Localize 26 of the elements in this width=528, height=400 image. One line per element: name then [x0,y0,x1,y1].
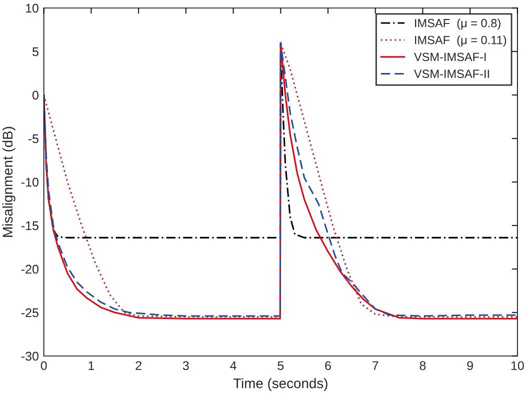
x-tick-label: 8 [420,361,426,370]
x-tick-label: 0 [40,361,47,370]
x-tick-label: 9 [467,361,473,370]
x-tick-label: 4 [230,361,236,370]
x-tick-label: 2 [136,361,142,370]
y-tick-label: -30 [21,352,38,361]
x-tick-label: 7 [372,361,378,370]
y-tick-label: -5 [28,134,38,144]
x-tick-label: 3 [182,361,189,370]
x-tick-label: 10 [511,361,524,370]
y-tick-label: 10 [26,4,38,13]
legend-label: VSM-IMSAF-I [414,52,486,62]
y-tick-label: -10 [21,178,38,187]
y-tick-label: 5 [32,47,38,56]
legend-label: IMSAF (μ = 0.11) [415,36,506,47]
x-axis-title: Time (seconds) [233,378,328,392]
x-tick-label: 1 [88,361,94,370]
x-tick-label: 6 [325,361,331,370]
y-axis-title: Misalignment (dB) [2,126,16,237]
legend-label: VSM-IMSAF-II [414,70,489,78]
y-tick-label: -15 [21,221,38,230]
x-tick-label: 5 [278,361,284,370]
y-tick-label: -25 [21,308,38,318]
legend-label: IMSAF (μ = 0.8) [415,18,500,30]
y-tick-label: -20 [21,264,38,274]
y-tick-label: 0 [32,90,38,100]
